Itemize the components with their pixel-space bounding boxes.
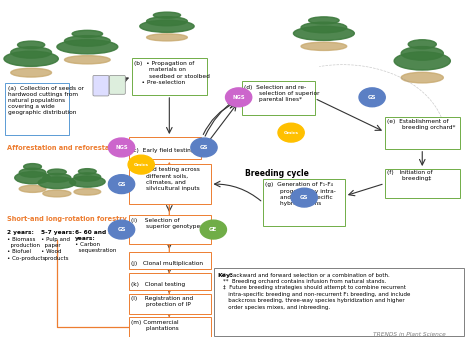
Text: • Carbon
  sequestration: • Carbon sequestration bbox=[75, 242, 116, 253]
Text: Omics: Omics bbox=[283, 131, 299, 135]
Text: (e)  Establishment of
        breeding orchard*: (e) Establishment of breeding orchard* bbox=[387, 119, 456, 130]
FancyBboxPatch shape bbox=[242, 81, 315, 115]
Ellipse shape bbox=[140, 20, 194, 32]
Circle shape bbox=[359, 88, 385, 107]
Ellipse shape bbox=[19, 185, 46, 192]
Text: (b)  • Propagation of
        materials on
        seedbed or stoolbed
    • Pre: (b) • Propagation of materials on seedbe… bbox=[134, 61, 210, 85]
FancyBboxPatch shape bbox=[128, 164, 210, 204]
Text: NGS: NGS bbox=[115, 145, 128, 150]
Text: 5-7 years:: 5-7 years: bbox=[40, 230, 74, 235]
Circle shape bbox=[278, 123, 304, 142]
Text: (m) Commercial
        plantations: (m) Commercial plantations bbox=[131, 320, 179, 331]
Ellipse shape bbox=[401, 72, 443, 83]
Text: GS: GS bbox=[368, 95, 376, 100]
FancyBboxPatch shape bbox=[385, 169, 460, 198]
Text: GS: GS bbox=[200, 145, 208, 150]
FancyBboxPatch shape bbox=[132, 58, 207, 95]
Text: (f)   Initiation of
        breeding‡: (f) Initiation of breeding‡ bbox=[387, 170, 433, 181]
FancyBboxPatch shape bbox=[128, 293, 210, 314]
Text: (k)   Clonal testing: (k) Clonal testing bbox=[131, 282, 185, 287]
FancyBboxPatch shape bbox=[214, 268, 465, 336]
Ellipse shape bbox=[72, 30, 102, 38]
Circle shape bbox=[109, 220, 135, 239]
Text: Key:: Key: bbox=[217, 273, 233, 278]
Text: TRENDS in Plant Science: TRENDS in Plant Science bbox=[373, 332, 446, 337]
Text: 6- 60 and 20-100
years:: 6- 60 and 20-100 years: bbox=[75, 230, 131, 241]
Ellipse shape bbox=[146, 34, 187, 41]
Ellipse shape bbox=[70, 176, 105, 187]
FancyBboxPatch shape bbox=[128, 252, 210, 269]
Text: (d)  Selection and re-
        selection of superior
        parental lines*: (d) Selection and re- selection of super… bbox=[244, 85, 320, 102]
Circle shape bbox=[226, 88, 252, 107]
Text: GE: GE bbox=[209, 227, 218, 232]
Ellipse shape bbox=[79, 169, 96, 174]
Ellipse shape bbox=[47, 169, 66, 175]
Text: GS: GS bbox=[117, 182, 126, 187]
FancyBboxPatch shape bbox=[128, 137, 201, 159]
Ellipse shape bbox=[15, 172, 50, 184]
Circle shape bbox=[109, 138, 135, 157]
Circle shape bbox=[109, 175, 135, 194]
Ellipse shape bbox=[401, 47, 443, 60]
Circle shape bbox=[191, 138, 217, 157]
Text: (g)  Generation of F₁-F₄
        progenies by intra-
        and inter- specific: (g) Generation of F₁-F₄ progenies by int… bbox=[265, 183, 336, 206]
Ellipse shape bbox=[43, 190, 71, 197]
Text: (j)   Clonal multiplication: (j) Clonal multiplication bbox=[131, 261, 203, 266]
Circle shape bbox=[200, 220, 227, 239]
FancyBboxPatch shape bbox=[109, 75, 125, 94]
Ellipse shape bbox=[394, 52, 450, 70]
Text: 2 years:: 2 years: bbox=[7, 230, 34, 235]
Ellipse shape bbox=[43, 173, 71, 182]
Ellipse shape bbox=[293, 26, 355, 41]
Ellipse shape bbox=[74, 173, 100, 181]
Ellipse shape bbox=[11, 47, 52, 58]
Ellipse shape bbox=[64, 56, 110, 64]
Text: GS: GS bbox=[300, 195, 309, 200]
Text: *  Backward and forward selection or a combination of both.
**  Breeding orchard: * Backward and forward selection or a co… bbox=[223, 273, 410, 310]
Text: (a)  Collection of seeds or
hardwood cuttings from
natural populations
covering : (a) Collection of seeds or hardwood cutt… bbox=[8, 86, 84, 115]
Ellipse shape bbox=[301, 22, 346, 33]
Text: (h)  Field testing across
        different soils,
        climates, and
       : (h) Field testing across different soils… bbox=[131, 167, 200, 191]
Text: (c)  Early field testing: (c) Early field testing bbox=[131, 148, 194, 153]
Circle shape bbox=[128, 155, 155, 174]
FancyBboxPatch shape bbox=[93, 75, 109, 96]
FancyBboxPatch shape bbox=[128, 273, 210, 290]
Ellipse shape bbox=[408, 40, 436, 49]
Text: • Biomass
  production
• Biofuel
• Co-products: • Biomass production • Biofuel • Co-prod… bbox=[7, 237, 45, 261]
Text: Short-and long-rotation forestry: Short-and long-rotation forestry bbox=[7, 216, 127, 222]
Text: Afforestation and reforestation: Afforestation and reforestation bbox=[7, 145, 124, 151]
Ellipse shape bbox=[64, 35, 110, 46]
FancyBboxPatch shape bbox=[263, 179, 345, 226]
Ellipse shape bbox=[309, 17, 339, 24]
FancyBboxPatch shape bbox=[5, 83, 69, 135]
FancyBboxPatch shape bbox=[385, 117, 460, 149]
Text: Omics: Omics bbox=[134, 163, 149, 167]
FancyBboxPatch shape bbox=[128, 215, 210, 244]
Circle shape bbox=[291, 188, 317, 207]
Ellipse shape bbox=[11, 68, 52, 77]
Text: GS: GS bbox=[117, 227, 126, 232]
Ellipse shape bbox=[38, 177, 76, 189]
Ellipse shape bbox=[301, 42, 346, 50]
Ellipse shape bbox=[18, 41, 45, 49]
Ellipse shape bbox=[146, 17, 187, 26]
Ellipse shape bbox=[57, 40, 118, 54]
Ellipse shape bbox=[74, 189, 100, 195]
Ellipse shape bbox=[154, 12, 181, 18]
Text: • Pulp and
  paper
• Wood
  products: • Pulp and paper • Wood products bbox=[40, 237, 70, 261]
Ellipse shape bbox=[4, 51, 58, 66]
Ellipse shape bbox=[24, 164, 41, 170]
FancyBboxPatch shape bbox=[128, 317, 210, 337]
Text: NGS: NGS bbox=[232, 95, 245, 100]
Text: (i)    Selection of
        superior genotypes: (i) Selection of superior genotypes bbox=[131, 218, 203, 229]
Ellipse shape bbox=[19, 168, 46, 177]
Text: (l)    Registration and
        protection of IP: (l) Registration and protection of IP bbox=[131, 296, 193, 308]
Text: Breeding cycle: Breeding cycle bbox=[245, 169, 309, 178]
